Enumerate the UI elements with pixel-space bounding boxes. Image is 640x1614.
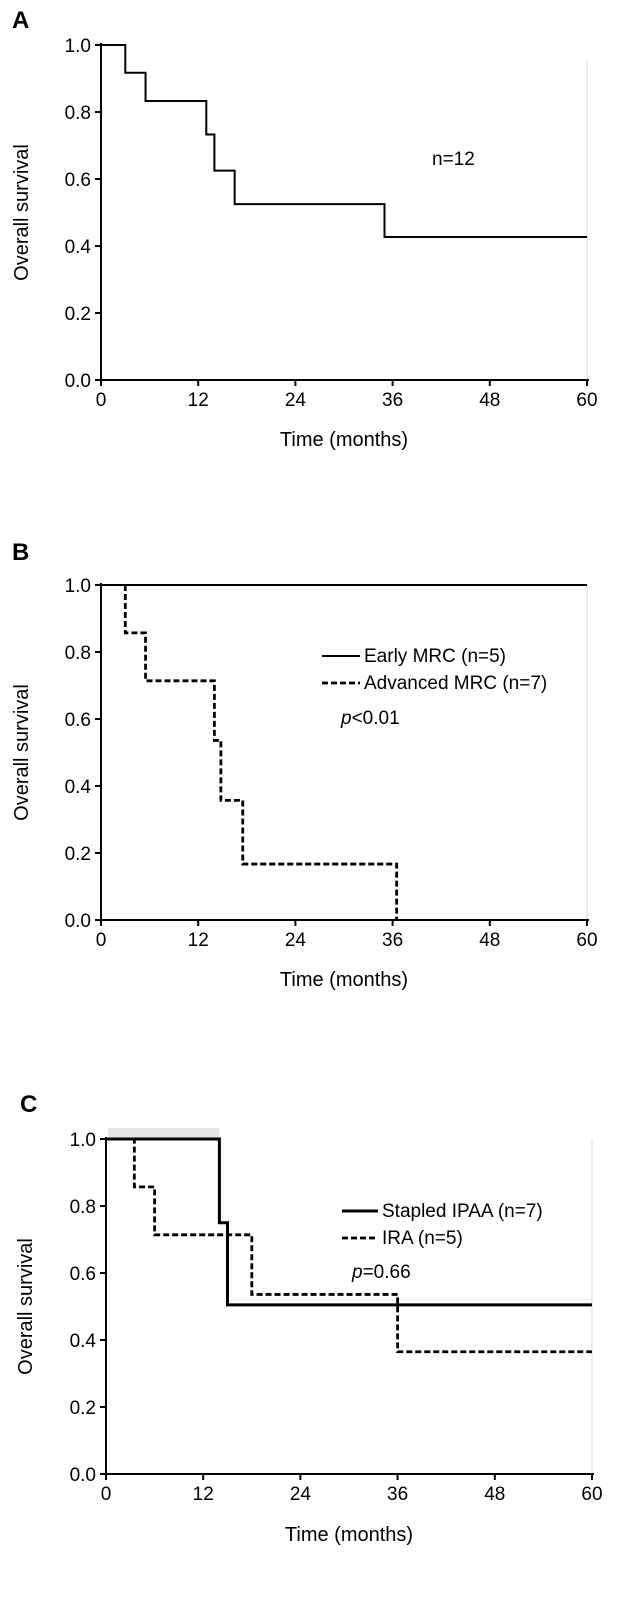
x-tick-label: 48 <box>479 390 500 411</box>
y-tick-label: 0.2 <box>65 304 91 325</box>
y-tick-label: 0.0 <box>65 911 91 932</box>
y-tick-label: 0.4 <box>65 777 92 798</box>
x-tick-label: 24 <box>290 1484 312 1505</box>
x-tick-label: 48 <box>479 930 500 951</box>
y-tick-label: 0.6 <box>65 170 91 191</box>
x-axis-title: Time (months) <box>280 969 408 991</box>
x-tick-label: 12 <box>188 390 209 411</box>
panel-label: C <box>20 1091 37 1118</box>
x-tick-label: 60 <box>581 1484 602 1505</box>
legend-label-2: IRA (n=5) <box>382 1228 463 1249</box>
legend-label-2: Advanced MRC (n=7) <box>364 673 547 694</box>
y-tick-label: 0.6 <box>70 1264 96 1285</box>
y-axis-title: Overall survival <box>15 1238 37 1375</box>
x-tick-label: 24 <box>285 930 307 951</box>
series-line-1 <box>106 1137 592 1307</box>
y-axis-title: Overall survival <box>11 684 33 821</box>
x-tick-label: 36 <box>387 1484 408 1505</box>
y-tick-label: 0.0 <box>65 371 91 392</box>
x-tick-label: 0 <box>96 390 107 411</box>
y-tick-label: 1.0 <box>65 576 91 597</box>
y-tick-label: 0.0 <box>70 1465 96 1486</box>
y-tick-label: 0.4 <box>65 237 92 258</box>
series-line-2 <box>123 585 399 920</box>
x-tick-label: 48 <box>484 1484 505 1505</box>
x-tick-label: 12 <box>193 1484 214 1505</box>
panel-label: A <box>12 7 29 34</box>
y-tick-label: 0.2 <box>70 1398 96 1419</box>
p-value-annotation: p<0.01 <box>340 708 400 729</box>
y-tick-label: 0.4 <box>70 1331 97 1352</box>
series-line-2 <box>106 1137 592 1354</box>
y-axis-title: Overall survival <box>11 144 33 281</box>
x-tick-label: 24 <box>285 390 307 411</box>
y-tick-label: 0.8 <box>65 643 91 664</box>
x-tick-label: 36 <box>382 390 403 411</box>
legend-label-1: Early MRC (n=5) <box>364 646 506 667</box>
y-tick-label: 0.6 <box>65 710 91 731</box>
y-tick-label: 1.0 <box>65 36 91 57</box>
series-line-1 <box>101 44 587 238</box>
shaded-band <box>108 1128 220 1139</box>
y-tick-label: 0.8 <box>70 1197 96 1218</box>
x-tick-label: 12 <box>188 930 209 951</box>
y-tick-label: 0.8 <box>65 103 91 124</box>
p-value-text: <0.01 <box>352 708 400 729</box>
legend-label-1: Stapled IPAA (n=7) <box>382 1201 543 1222</box>
y-tick-label: 1.0 <box>70 1130 96 1151</box>
x-tick-label: 36 <box>382 930 403 951</box>
x-tick-label: 0 <box>96 930 107 951</box>
y-tick-label: 0.2 <box>65 844 91 865</box>
panel-label: B <box>12 539 29 566</box>
p-value-prefix: p <box>340 708 352 729</box>
x-axis-title: Time (months) <box>285 1524 413 1546</box>
sample-size-annotation: n=12 <box>432 149 475 170</box>
x-tick-label: 60 <box>576 930 597 951</box>
x-tick-label: 60 <box>576 390 597 411</box>
p-value-text: =0.66 <box>363 1262 411 1283</box>
p-value-prefix: p <box>351 1262 363 1283</box>
panel-c: C 0.0 0.2 0.4 0.6 0.8 1.0 0 12 24 36 48 60 Time (mont… <box>15 1091 603 1546</box>
x-tick-label: 0 <box>101 1484 112 1505</box>
x-axis-title: Time (months) <box>280 429 408 451</box>
panel-a: A 0.0 0.2 0.4 0.6 0.8 1.0 0 12 24 36 48 60 Time (mont… <box>11 7 598 451</box>
panel-b: B 0.0 0.2 0.4 0.6 0.8 1.0 0 12 24 36 48 60 Time (mont… <box>11 539 598 991</box>
p-value-annotation: p=0.66 <box>351 1262 411 1283</box>
